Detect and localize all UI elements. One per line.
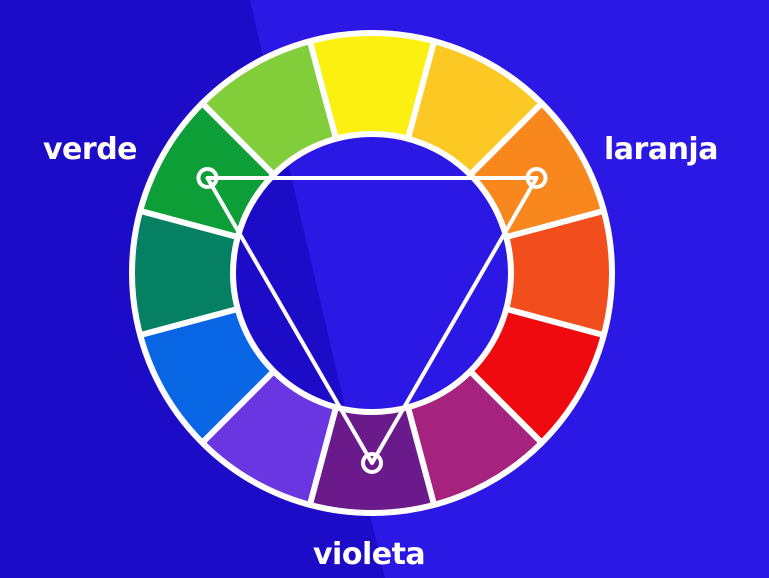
wheel-separator	[503, 305, 607, 339]
wheel-separator	[137, 305, 241, 339]
wheel-separator	[306, 38, 340, 142]
wheel-segment-azul	[140, 308, 274, 443]
wheel-separator	[198, 99, 278, 179]
triad-triangle	[196, 167, 548, 474]
wheel-separator	[466, 99, 546, 179]
wheel-segment-azul-esverdeado	[131, 210, 238, 336]
wheel-segment-vermelho	[470, 308, 604, 443]
wheel-separator	[137, 207, 241, 241]
wheel-outer-rim	[129, 30, 615, 516]
wheel-segment-vermelho-violeta	[407, 371, 542, 505]
wheel-segment-vermelho-alaranjado	[506, 210, 612, 336]
wheel-separator	[404, 38, 438, 142]
triad-vertex-verde	[196, 167, 219, 189]
wheel-separator	[404, 404, 438, 508]
wheel-separator	[503, 207, 607, 241]
wheel-segment-azul-violeta	[202, 371, 337, 505]
label-verde: verde	[43, 132, 138, 167]
triad-triangle-outline	[205, 176, 539, 465]
wheel-inner-rim	[230, 131, 514, 415]
label-laranja: laranja	[604, 132, 718, 167]
wheel-segments	[129, 30, 615, 516]
wheel-segment-verde-amarelado	[202, 41, 337, 175]
triad-vertex-laranja	[525, 167, 548, 189]
wheel-separator	[198, 367, 278, 447]
wheel-segment-amarelo-alaranjado	[407, 41, 542, 175]
wheel-separator	[306, 404, 340, 508]
label-violeta: violeta	[313, 537, 426, 572]
wheel-separator	[466, 367, 546, 447]
triad-vertex-violeta	[361, 452, 383, 474]
wheel-segment-amarelo	[309, 33, 435, 139]
